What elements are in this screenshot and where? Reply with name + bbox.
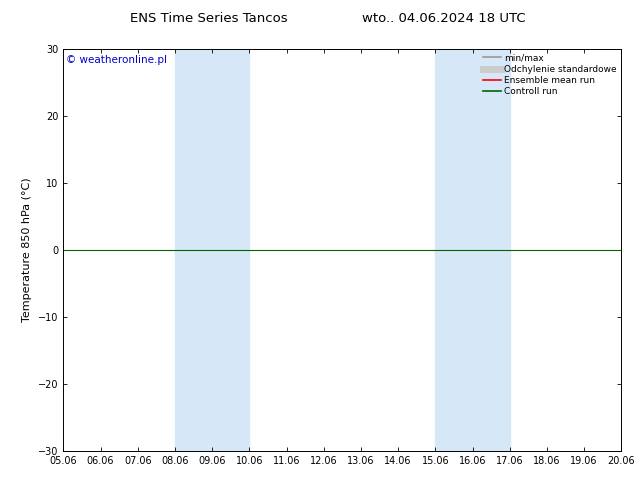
Bar [175,49,249,451]
Text: wto.. 04.06.2024 18 UTC: wto.. 04.06.2024 18 UTC [362,12,526,25]
Text: ENS Time Series Tancos: ENS Time Series Tancos [131,12,288,25]
Text: © weatheronline.pl: © weatheronline.pl [66,55,167,65]
Legend: min/max, Odchylenie standardowe, Ensemble mean run, Controll run: min/max, Odchylenie standardowe, Ensembl… [481,52,619,98]
Y-axis label: Temperature 850 hPa (°C): Temperature 850 hPa (°C) [22,177,32,322]
Bar [436,49,510,451]
